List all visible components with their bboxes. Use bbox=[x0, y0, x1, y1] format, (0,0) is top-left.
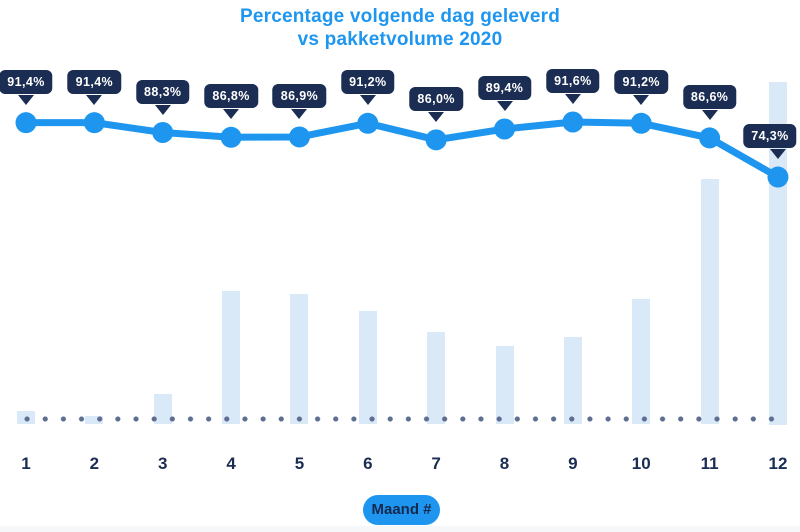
data-label-tail bbox=[496, 101, 513, 111]
data-label-month-3: 88,3% bbox=[135, 79, 190, 104]
x-axis-label-6: 6 bbox=[363, 454, 373, 473]
data-label-month-4: 86,8% bbox=[204, 84, 258, 109]
data-label-tail bbox=[769, 149, 786, 160]
data-label-tail bbox=[701, 109, 718, 120]
line-point-month-4 bbox=[220, 126, 242, 148]
line-point-month-2 bbox=[83, 112, 105, 134]
volume-bar-month-8 bbox=[495, 345, 514, 425]
volume-bar-month-6 bbox=[358, 311, 377, 425]
data-label-text: 91,4% bbox=[67, 69, 122, 94]
data-label-tail bbox=[223, 109, 240, 120]
x-axis-label-8: 8 bbox=[499, 454, 510, 473]
data-label-text: 91,6% bbox=[546, 69, 600, 93]
volume-bar-month-4 bbox=[222, 290, 241, 425]
data-label-month-2: 91,4% bbox=[67, 69, 122, 94]
data-label-text: 91,2% bbox=[341, 70, 395, 95]
x-axis-label-4: 4 bbox=[226, 454, 236, 473]
footer-strip bbox=[0, 526, 800, 532]
data-label-text: 86,6% bbox=[682, 84, 737, 109]
data-label-month-11: 86,6% bbox=[682, 84, 737, 109]
data-label-text: 86,0% bbox=[409, 86, 463, 111]
data-label-month-8: 89,4% bbox=[477, 76, 532, 100]
chart-title: Percentage volgende dag geleverd vs pakk… bbox=[0, 5, 800, 51]
data-label-month-12: 74,3% bbox=[743, 124, 797, 149]
volume-bar-month-12 bbox=[768, 81, 787, 425]
line-point-month-9 bbox=[562, 111, 584, 133]
line-point-month-11 bbox=[699, 127, 721, 149]
data-label-tail bbox=[359, 95, 376, 106]
volume-bar-month-7 bbox=[427, 331, 446, 425]
chart-title-line2: vs pakketvolume 2020 bbox=[297, 29, 503, 50]
x-axis-label-11: 11 bbox=[700, 454, 719, 473]
line-point-month-3 bbox=[152, 122, 174, 144]
x-axis-label-12: 12 bbox=[768, 454, 788, 473]
data-label-tail bbox=[291, 108, 308, 119]
data-label-month-1: 91,4% bbox=[0, 69, 53, 94]
data-label-text: 74,3% bbox=[743, 124, 797, 149]
volume-bar-month-5 bbox=[290, 294, 309, 425]
chart-title-line1: Percentage volgende dag geleverd bbox=[239, 6, 560, 27]
data-label-tail bbox=[564, 94, 581, 104]
data-label-text: 86,8% bbox=[204, 84, 258, 109]
data-label-text: 91,2% bbox=[614, 70, 668, 95]
line-point-month-5 bbox=[288, 126, 310, 148]
data-label-tail bbox=[86, 94, 103, 105]
data-label-tail bbox=[633, 95, 650, 106]
line-point-month-6 bbox=[357, 112, 379, 134]
data-label-text: 89,4% bbox=[477, 76, 532, 100]
data-label-month-7: 86,0% bbox=[409, 86, 463, 111]
percentage-line bbox=[22, 118, 782, 181]
line-point-month-1 bbox=[15, 112, 37, 134]
x-axis-label-9: 9 bbox=[568, 454, 578, 473]
data-label-month-10: 91,2% bbox=[614, 70, 668, 95]
data-label-month-6: 91,2% bbox=[341, 70, 395, 95]
data-label-text: 86,9% bbox=[272, 83, 327, 108]
x-axis-badge: Maand # bbox=[363, 495, 440, 525]
line-point-month-12 bbox=[767, 166, 789, 188]
volume-bar-month-10 bbox=[632, 299, 651, 425]
data-label-tail bbox=[428, 111, 445, 122]
data-label-text: 91,4% bbox=[0, 69, 53, 94]
x-axis-label-7: 7 bbox=[431, 454, 441, 473]
x-axis-label-5: 5 bbox=[294, 454, 305, 473]
line-point-month-8 bbox=[494, 118, 516, 140]
data-label-month-5: 86,9% bbox=[272, 83, 327, 108]
data-label-tail bbox=[18, 94, 34, 105]
data-label-text: 88,3% bbox=[135, 79, 190, 104]
x-axis-label-3: 3 bbox=[157, 454, 168, 473]
data-label-tail bbox=[154, 104, 171, 115]
volume-bar-month-9 bbox=[563, 337, 582, 425]
line-point-month-7 bbox=[425, 129, 447, 151]
x-axis-label-10: 10 bbox=[631, 454, 651, 473]
line-point-month-10 bbox=[630, 112, 652, 134]
x-axis-label-1: 1 bbox=[21, 454, 31, 473]
volume-bar-month-11 bbox=[700, 179, 719, 425]
dotted-baseline bbox=[17, 415, 781, 423]
x-axis-label-2: 2 bbox=[89, 454, 100, 473]
data-label-month-9: 91,6% bbox=[546, 69, 600, 93]
